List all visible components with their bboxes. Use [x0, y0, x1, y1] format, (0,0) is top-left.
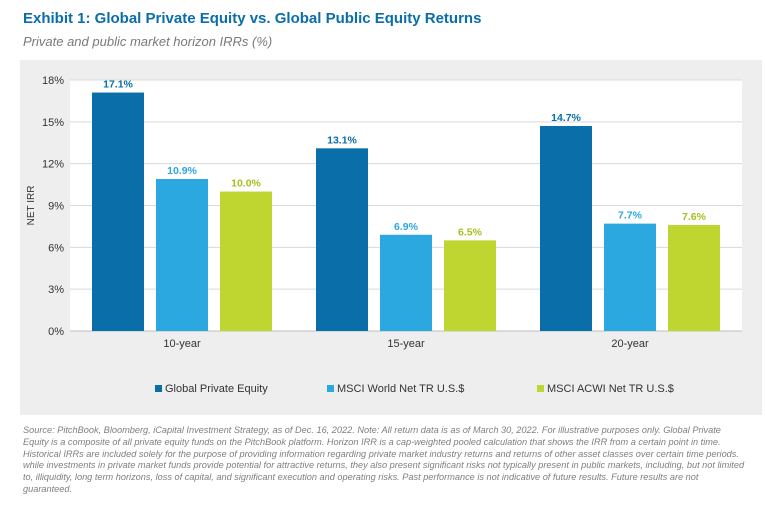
bar — [668, 225, 720, 331]
legend-swatch — [537, 385, 544, 392]
x-tick-label: 20-year — [611, 338, 649, 350]
bar — [92, 92, 144, 331]
data-label: 7.6% — [682, 211, 707, 223]
data-label: 13.1% — [327, 134, 357, 146]
data-label: 17.1% — [103, 79, 133, 91]
data-label: 6.5% — [458, 226, 483, 238]
legend-label: MSCI World Net TR U.S.$ — [337, 383, 464, 395]
y-tick-label: 12% — [42, 159, 64, 171]
y-tick-label: 9% — [48, 201, 64, 213]
data-label: 10.0% — [231, 178, 261, 190]
bar — [316, 148, 368, 331]
bar-chart: 0% 3% 6% 9% 12% 15% 18% NET IRR 17.1% 10.9% 10.0% 1… — [26, 75, 742, 395]
y-tick-label: 3% — [48, 284, 64, 296]
chart-subtitle: Private and public market horizon IRRs (… — [23, 34, 273, 49]
y-tick-label: 15% — [42, 117, 64, 129]
bar — [380, 234, 432, 331]
bar — [220, 191, 272, 331]
bar — [156, 179, 208, 331]
data-label: 10.9% — [167, 165, 197, 177]
legend-label: MSCI ACWI Net TR U.S.$ — [547, 383, 674, 395]
y-tick-label: 6% — [48, 242, 64, 254]
chart-panel: 0% 3% 6% 9% 12% 15% 18% NET IRR 17.1% 10.9% 10.0% 1… — [20, 60, 762, 415]
bar — [604, 223, 656, 331]
chart-title: Exhibit 1: Global Private Equity vs. Glo… — [23, 10, 482, 27]
data-label: 14.7% — [551, 112, 581, 124]
source-note: Source: PitchBook, Bloomberg, iCapital I… — [23, 425, 745, 494]
bar — [540, 126, 592, 332]
data-label: 6.9% — [394, 221, 419, 233]
y-tick-label: 18% — [42, 75, 64, 87]
y-axis-label: NET IRR — [26, 186, 37, 226]
bar — [444, 240, 496, 331]
legend-label: Global Private Equity — [165, 383, 268, 395]
legend-swatch — [155, 385, 162, 392]
x-tick-label: 10-year — [163, 338, 201, 350]
data-label: 7.7% — [618, 210, 643, 222]
y-tick-label: 0% — [48, 326, 64, 338]
legend-swatch — [327, 385, 334, 392]
x-tick-label: 15-year — [387, 338, 425, 350]
